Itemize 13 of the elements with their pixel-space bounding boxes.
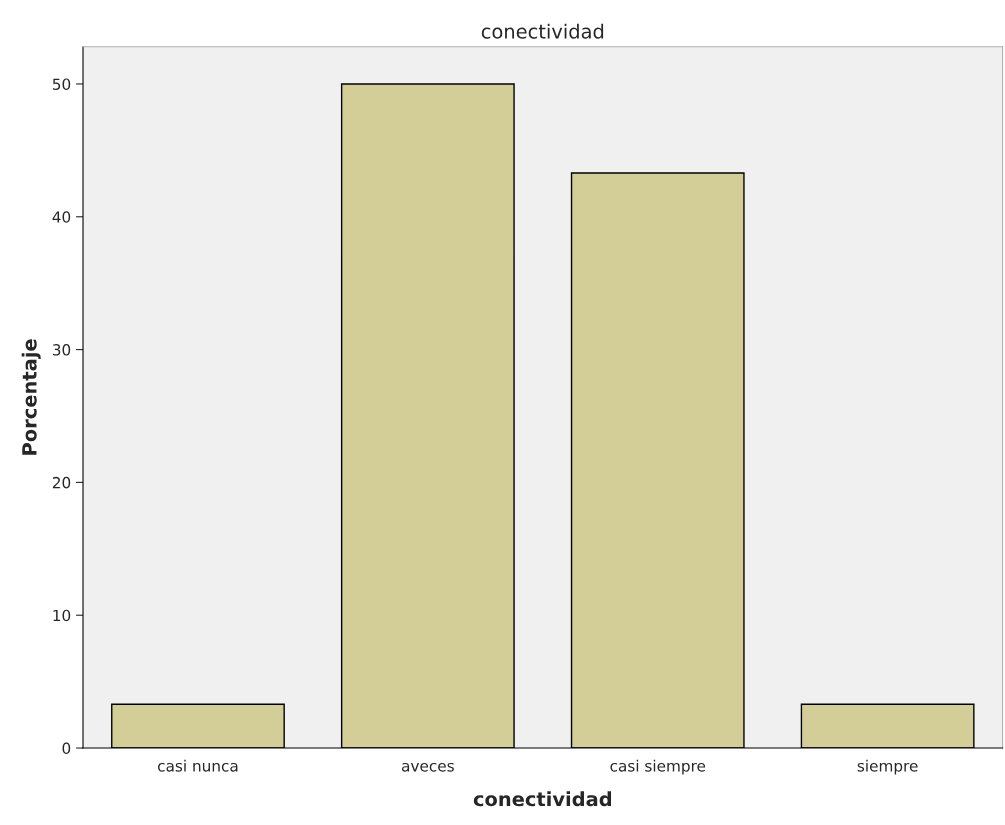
y-tick-label: 10 — [53, 609, 71, 622]
y-tick-label: 0 — [62, 742, 71, 755]
x-axis-title: conectividad — [473, 791, 612, 807]
y-tick-label: 40 — [52, 211, 71, 223]
x-tick-label: aveces — [401, 762, 454, 772]
y-tick-label: 50 — [52, 78, 71, 90]
x-tick-label: casi nunca — [157, 759, 238, 772]
x-tick-label: siempre — [857, 759, 918, 775]
y-tick-label: 30 — [52, 344, 71, 356]
x-tick-label: casi siempre — [610, 759, 706, 775]
chart-title: conectividad — [481, 23, 604, 39]
y-tick-label: 20 — [52, 476, 71, 489]
y-axis-title: Porcentaje — [21, 339, 41, 455]
